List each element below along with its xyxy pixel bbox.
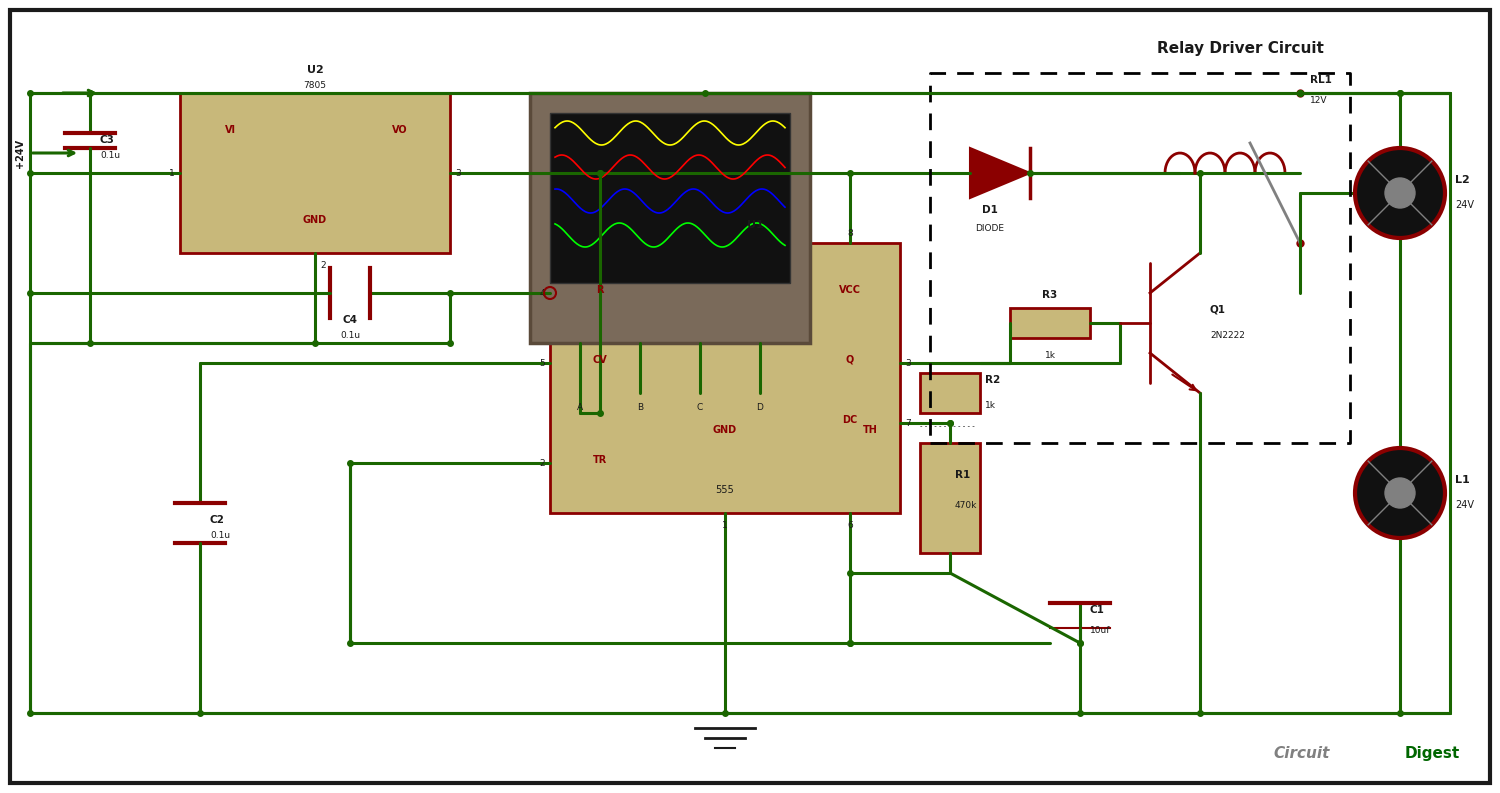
FancyBboxPatch shape: [530, 93, 810, 343]
Text: R3: R3: [1042, 290, 1058, 300]
Text: VCC: VCC: [839, 285, 861, 295]
Text: Digest: Digest: [1404, 746, 1460, 761]
Text: R: R: [596, 285, 603, 295]
Text: 0.1u: 0.1u: [100, 151, 120, 160]
Text: 10uf: 10uf: [1090, 626, 1110, 635]
Text: RL1: RL1: [1310, 75, 1332, 85]
Text: Q1: Q1: [1210, 305, 1225, 315]
Circle shape: [1384, 178, 1414, 208]
Text: Circuit: Circuit: [1274, 746, 1330, 761]
Polygon shape: [970, 148, 1030, 198]
Text: GND: GND: [712, 425, 736, 435]
Text: L1: L1: [1455, 475, 1470, 485]
Text: 5: 5: [540, 358, 544, 367]
Text: TH: TH: [862, 425, 877, 435]
Circle shape: [1354, 448, 1444, 538]
Text: - - - - - - - - - - - -: - - - - - - - - - - - -: [920, 423, 975, 429]
Text: DIODE: DIODE: [975, 224, 1005, 233]
Text: A: A: [578, 403, 584, 412]
Text: 1k: 1k: [986, 401, 996, 410]
Text: DC: DC: [843, 415, 858, 425]
Text: U1: U1: [747, 220, 764, 230]
Text: L2: L2: [1455, 175, 1470, 185]
FancyBboxPatch shape: [1010, 308, 1090, 338]
FancyBboxPatch shape: [920, 443, 980, 553]
Text: 6: 6: [847, 521, 853, 530]
Text: VO: VO: [392, 125, 408, 135]
Text: GND: GND: [303, 215, 327, 225]
FancyBboxPatch shape: [180, 93, 450, 253]
Circle shape: [1354, 148, 1444, 238]
Text: Q: Q: [846, 355, 853, 365]
Text: 8: 8: [847, 229, 853, 238]
Text: VI: VI: [225, 125, 236, 135]
Text: C3: C3: [100, 135, 116, 145]
Circle shape: [1384, 478, 1414, 508]
Text: 7: 7: [904, 419, 910, 427]
Text: 24V: 24V: [1455, 500, 1474, 510]
Text: D: D: [756, 403, 764, 412]
FancyBboxPatch shape: [920, 373, 980, 413]
Text: C1: C1: [1090, 605, 1106, 615]
Text: 0.1u: 0.1u: [210, 531, 230, 540]
Text: Relay Driver Circuit: Relay Driver Circuit: [1156, 41, 1323, 56]
Text: D1: D1: [982, 205, 998, 215]
Text: B: B: [638, 403, 644, 412]
Text: U2: U2: [306, 65, 324, 75]
Text: R1: R1: [956, 470, 970, 480]
Text: R2: R2: [986, 375, 1000, 385]
Text: 1: 1: [170, 168, 176, 178]
Text: 2: 2: [540, 458, 544, 468]
Text: 3: 3: [904, 358, 910, 367]
Text: 1k: 1k: [1044, 351, 1056, 360]
Text: +24V: +24V: [15, 139, 26, 167]
Text: CV: CV: [592, 355, 608, 365]
Bar: [550, 113, 790, 283]
Text: 3: 3: [454, 168, 460, 178]
Text: 2: 2: [320, 261, 326, 270]
Text: 24V: 24V: [1455, 200, 1474, 210]
FancyBboxPatch shape: [550, 243, 900, 513]
Text: 7805: 7805: [303, 81, 327, 90]
Text: 555: 555: [716, 485, 735, 495]
Text: C: C: [698, 403, 703, 412]
Text: 0.1u: 0.1u: [340, 331, 360, 340]
Text: 4: 4: [540, 289, 544, 297]
Text: 1: 1: [722, 521, 728, 530]
Text: 470k: 470k: [956, 501, 978, 510]
Text: 2N2222: 2N2222: [1210, 331, 1245, 340]
Text: C4: C4: [342, 315, 357, 325]
Text: C2: C2: [210, 515, 225, 525]
Text: TR: TR: [592, 455, 608, 465]
Text: 12V: 12V: [1310, 96, 1328, 105]
